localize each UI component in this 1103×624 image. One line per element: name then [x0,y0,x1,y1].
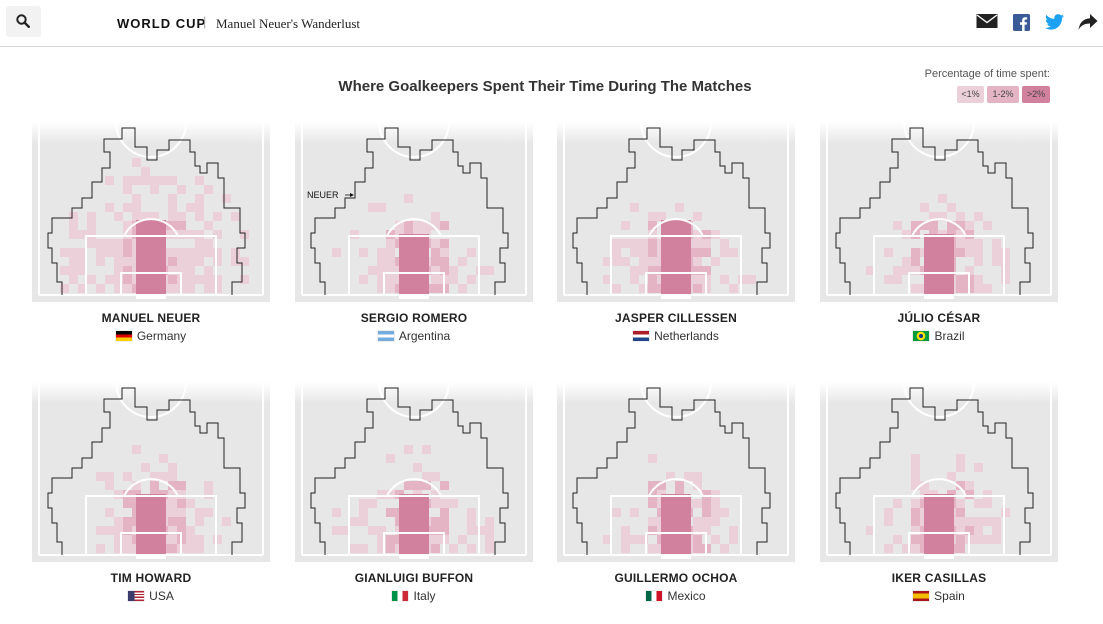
goalkeeper-panel: GUILLERMO OCHOA Mexico [557,382,795,607]
player-name: IKER CASILLAS [891,571,987,585]
player-country: Netherlands [557,329,795,343]
player-name: SERGIO ROMERO [360,311,468,325]
player-country: Argentina [295,329,533,343]
neuer-outline [310,387,509,555]
player-country: Italy [295,589,533,603]
neuer-outline [310,127,509,295]
spain-flag-icon [913,591,930,601]
legend-title: Percentage of time spent: [924,68,1050,80]
goalkeeper-panel: JASPER CILLESSEN Netherlands [557,122,795,347]
page-title: Manuel Neuer's Wanderlust [216,16,361,31]
neuer-outline [47,387,246,555]
header-separator: | [203,14,207,29]
search-icon [16,14,30,28]
player-country: Germany [32,329,270,343]
neuer-outline [835,127,1034,295]
neuer-outline [47,127,246,295]
player-name: JASPER CILLESSEN [615,311,737,325]
germany-flag-icon [115,331,132,341]
player-country: USA [32,589,270,603]
twitter-icon[interactable] [1045,14,1064,30]
country-name: Argentina [398,329,451,343]
pitch-heatmap [820,122,1058,302]
legend-mid-swatch: 1-2% [987,86,1019,103]
legend-low-swatch: <1% [957,86,984,103]
country-name: Mexico [667,589,706,603]
search-button[interactable] [6,6,41,37]
goalkeeper-panel: MANUEL NEUER Germany [32,122,270,347]
goalkeeper-panel: GIANLUIGI BUFFON Italy [295,382,533,607]
mexico-flag-icon [646,591,663,601]
usa-flag-icon [128,591,145,601]
pitch-heatmap [820,382,1058,562]
neuer-annotation-label: NEUER [307,190,339,200]
country-name: USA [149,589,174,603]
player-name: GIANLUIGI BUFFON [354,571,474,585]
player-country: Mexico [557,589,795,603]
goalkeeper-panel: JÚLIO CÉSAR Brazil [820,122,1058,347]
player-name: MANUEL NEUER [101,311,201,325]
argentina-flag-icon [377,331,394,341]
country-name: Netherlands [654,329,719,343]
section-label[interactable]: WORLD CUP [117,16,207,31]
player-name: GUILLERMO OCHOA [614,571,738,585]
pitch-heatmap [557,382,795,562]
country-name: Italy [413,589,436,603]
pitch-heatmap [295,382,533,562]
player-country: Spain [820,589,1058,603]
chart-headline: Where Goalkeepers Spent Their Time Durin… [338,78,752,95]
brazil-flag-icon [913,331,930,341]
italy-flag-icon [392,591,409,601]
legend-high-swatch: >2% [1022,86,1050,103]
top-bar: WORLD CUP | Manuel Neuer's Wanderlust [0,0,1103,47]
player-name: TIM HOWARD [110,571,192,585]
pitch-heatmap: NEUER [295,122,533,302]
country-name: Spain [934,589,965,603]
share-arrow-icon[interactable] [1078,13,1098,31]
facebook-icon[interactable] [1013,14,1030,31]
netherlands-flag-icon [633,331,650,341]
goalkeeper-panel: NEUER SERGIO ROMERO Argentina [295,122,533,347]
pitch-heatmap [32,382,270,562]
neuer-outline [572,127,771,295]
neuer-outline [572,387,771,555]
email-icon[interactable] [976,13,998,29]
goalkeeper-panel: IKER CASILLAS Spain [820,382,1058,607]
goalkeeper-panel: TIM HOWARD USA [32,382,270,607]
neuer-outline [835,387,1034,555]
country-name: Brazil [934,329,965,343]
player-country: Brazil [820,329,1058,343]
country-name: Germany [136,329,187,343]
player-name: JÚLIO CÉSAR [897,311,981,325]
pitch-heatmap [557,122,795,302]
pitch-heatmap [32,122,270,302]
